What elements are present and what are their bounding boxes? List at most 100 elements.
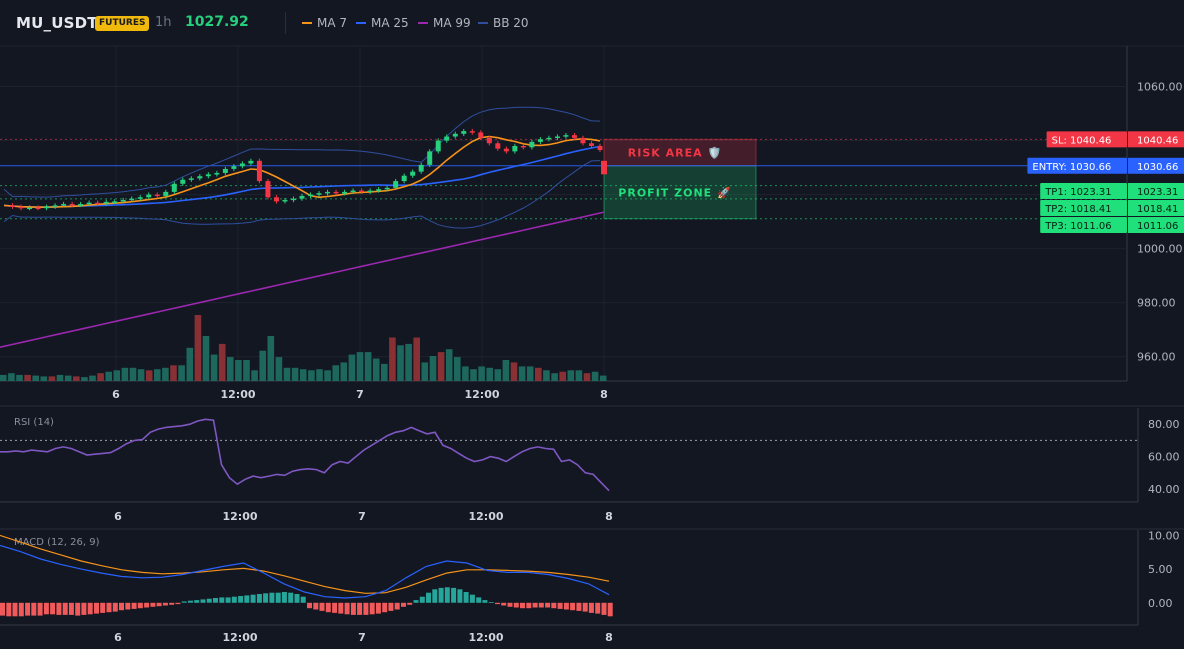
candle-body-42 (359, 190, 365, 193)
volume-bar-72 (583, 373, 591, 381)
volume-bar-19 (154, 369, 161, 381)
candle-body-3 (27, 207, 33, 210)
bb-lower (3, 160, 601, 229)
macd-hist-27 (169, 602, 175, 605)
volume-bar-23 (186, 347, 194, 381)
candle-body-57 (486, 137, 492, 144)
volume-bar-11 (89, 375, 96, 381)
candle-body-8 (69, 204, 75, 206)
zone-label-1: PROFIT ZONE 🚀 (618, 186, 731, 199)
macd-hist-19 (119, 602, 124, 611)
price-xtick-2: 7 (356, 388, 364, 401)
candle-body-58 (495, 143, 501, 149)
macd-hist-44 (275, 592, 281, 603)
volume-bar-20 (162, 367, 169, 381)
candle-body-62 (529, 141, 535, 148)
legend-ma25-swatch (356, 22, 366, 24)
macd-hist-48 (300, 596, 306, 603)
macd-hist-23 (144, 602, 150, 608)
candle-body-44 (376, 189, 382, 191)
volume-bar-31 (251, 370, 258, 381)
candle-body-2 (18, 206, 24, 209)
volume-bar-60 (486, 367, 493, 381)
volume-bar-0 (0, 374, 7, 381)
timeframe-label[interactable]: 1h (155, 15, 172, 30)
macd-hist-94 (588, 602, 594, 613)
macd-hist-97 (607, 602, 613, 617)
volume-bar-51 (413, 337, 420, 381)
legend-ma99[interactable]: MA 99 (418, 16, 471, 30)
volume-bar-62 (502, 360, 510, 381)
legend-ma25[interactable]: MA 25 (356, 16, 409, 30)
macd-hist-56 (350, 602, 356, 615)
macd-hist-3 (18, 602, 24, 617)
candle-body-65 (554, 136, 560, 139)
volume-bar-56 (454, 357, 461, 381)
macd-hist-45 (281, 592, 287, 603)
legend-bb20[interactable]: BB 20 (478, 16, 529, 30)
volume-bar-70 (567, 370, 575, 381)
candle-body-6 (52, 205, 58, 207)
level-label-2: TP1: 1023.31 (1044, 187, 1111, 198)
candle-body-64 (546, 137, 552, 140)
candle-body-55 (469, 131, 475, 133)
macd-hist-92 (576, 602, 582, 611)
macd-hist-61 (382, 602, 388, 613)
legend-ma99-swatch (418, 22, 428, 24)
volume-bar-49 (397, 345, 404, 381)
macd-tick-1: 5.00 (1148, 563, 1173, 576)
candle-body-56 (478, 132, 484, 138)
axis-label-bg-2 (1128, 183, 1184, 199)
candle-body-70 (597, 145, 603, 151)
candle-body-11 (95, 202, 101, 205)
macd-hist-96 (601, 602, 607, 615)
macd-hist-86 (538, 602, 544, 608)
candle-body-59 (503, 148, 509, 152)
candle-body-13 (112, 201, 118, 203)
macd-hist-37 (231, 596, 237, 603)
candle-body-17 (146, 194, 152, 198)
axis-label-bg-3 (1128, 200, 1184, 216)
macd-hist-53 (332, 602, 338, 613)
macd-hist-42 (263, 593, 269, 603)
price-tick-0: 1060.00 (1137, 81, 1183, 94)
rsi-xtick-4: 8 (605, 510, 613, 523)
macd-pane: 10.00 5.00 0.00 (0, 529, 1180, 617)
volume-bar-5 (40, 376, 48, 381)
macd-hist-29 (181, 601, 187, 603)
rsi-tick-1: 60.00 (1148, 451, 1180, 464)
volume-bar-47 (381, 363, 388, 381)
macd-hist-84 (526, 602, 532, 609)
macd-xtick-0: 6 (114, 631, 122, 644)
macd-hist-14 (87, 602, 93, 615)
futures-badge: FUTURES (95, 16, 150, 31)
macd-hist-88 (551, 602, 557, 609)
rsi-xtick-0: 6 (114, 510, 122, 523)
macd-hist-76 (476, 597, 482, 603)
candle-body-7 (61, 204, 67, 206)
macd-xtick-2: 7 (358, 631, 366, 644)
legend-ma7-swatch (302, 22, 312, 24)
level-label-0: SL: 1040.46 (1052, 135, 1112, 146)
macd-hist-93 (582, 602, 588, 612)
legend-ma7[interactable]: MA 7 (302, 16, 347, 30)
volume-bar-18 (145, 370, 153, 381)
macd-hist-15 (94, 602, 99, 614)
candle-body-50 (427, 151, 433, 165)
candle-body-26 (222, 168, 228, 173)
macd-hist-66 (413, 600, 419, 603)
price-tick-4: 980.00 (1137, 297, 1176, 310)
macd-hist-79 (495, 602, 500, 605)
symbol-name[interactable]: MU_USDT (16, 14, 98, 32)
volume-bar-57 (462, 366, 469, 381)
volume-bar-4 (32, 375, 39, 381)
macd-tick-0: 10.00 (1148, 529, 1180, 542)
candle-body-1 (10, 205, 16, 207)
macd-hist-32 (200, 599, 206, 603)
macd-line (0, 544, 610, 599)
macd-hist-55 (344, 602, 350, 615)
candle-body-46 (393, 181, 399, 188)
level-label-bg-1 (1027, 157, 1127, 174)
ma99-line (0, 211, 605, 348)
